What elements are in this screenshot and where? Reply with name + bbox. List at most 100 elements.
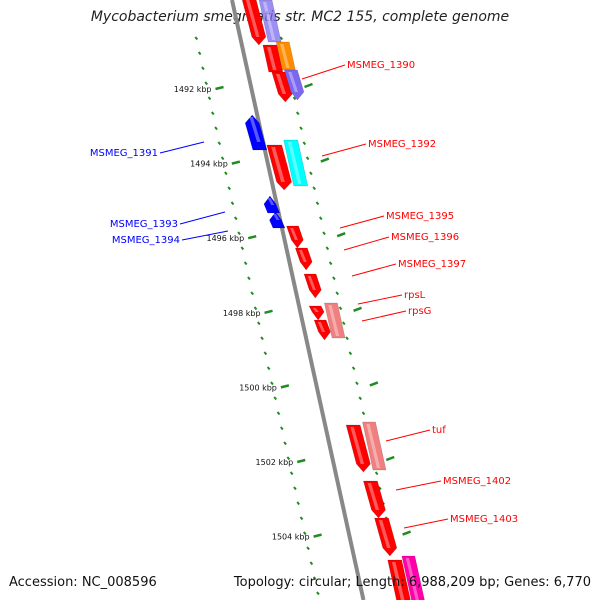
gene-highlight [328, 305, 340, 336]
minor-tick [299, 516, 304, 521]
gene-label-msmeg_1393[interactable]: MSMEG_1393 [110, 211, 226, 230]
gene-glyph[interactable] [313, 319, 331, 341]
minor-tick [351, 366, 356, 371]
minor-tick [224, 171, 228, 176]
minor-tick [295, 111, 300, 116]
gene-label-msmeg_1391[interactable]: MSMEG_1391 [90, 141, 205, 159]
minor-tick [273, 396, 277, 401]
major-tick [320, 157, 330, 163]
gene-name: MSMEG_1395 [386, 211, 454, 222]
gene-glyph[interactable] [363, 480, 386, 519]
gene-label-tuf[interactable]: tuf [385, 425, 446, 442]
kbp-label: 1492 kbp [174, 85, 212, 94]
gene-shape [363, 480, 386, 519]
gene-glyph[interactable] [303, 273, 322, 299]
major-tick [231, 160, 241, 165]
tick-layer: 1492 kbp 1494 kbp 1496 kbp 1498 kbp 1500 kbp… [174, 36, 412, 596]
minor-tick [197, 51, 202, 56]
kbp-label: 1496 kbp [206, 234, 244, 243]
gene-highlight [298, 250, 307, 262]
gene-shape [269, 211, 286, 229]
accession-text: Accession: NC_008596 [9, 575, 157, 590]
minor-tick [374, 471, 379, 476]
minor-tick [292, 96, 297, 101]
minor-tick [322, 231, 326, 236]
gene-highlight [267, 47, 277, 70]
gene-label-msmeg_1392[interactable]: MSMEG_1392 [321, 139, 436, 157]
minor-tick [240, 246, 245, 251]
gene-glyph[interactable] [241, 0, 267, 46]
minor-tick [204, 81, 208, 86]
gene-label-msmeg_1390[interactable]: MSMEG_1390 [301, 60, 415, 80]
gene-glyph[interactable] [401, 555, 427, 600]
gene-glyph[interactable] [345, 424, 371, 473]
gene-name: MSMEG_1402 [443, 476, 511, 487]
gene-glyph[interactable] [324, 302, 346, 339]
minor-tick [250, 291, 254, 296]
gene-highlight [275, 74, 287, 94]
label-leader-line [301, 64, 346, 80]
minor-tick [210, 111, 215, 116]
minor-tick [207, 96, 212, 101]
minor-tick [201, 66, 205, 71]
kbp-label: 1502 kbp [256, 458, 294, 467]
gene-highlight [391, 562, 405, 600]
gene-glyph[interactable] [262, 44, 284, 73]
gene-name: rpsL [404, 290, 426, 301]
minor-tick [355, 381, 359, 386]
minor-tick [338, 306, 343, 311]
gene-glyph[interactable] [266, 144, 292, 191]
gene-glyph[interactable] [283, 139, 309, 187]
gene-highlight [288, 72, 299, 92]
gene-glyph[interactable] [362, 421, 387, 471]
gene-label-rpsl[interactable]: rpsL [357, 290, 426, 305]
gene-shape [362, 421, 387, 471]
gene-glyph[interactable] [244, 114, 268, 151]
minor-tick [325, 246, 330, 251]
gene-label-msmeg_1397[interactable]: MSMEG_1397 [351, 259, 466, 277]
minor-tick [289, 471, 294, 476]
minor-tick [318, 216, 323, 221]
minor-tick [328, 261, 333, 266]
gene-label-msmeg_1396[interactable]: MSMEG_1396 [343, 232, 459, 251]
kbp-label: 1500 kbp [239, 383, 277, 392]
gene-glyph[interactable] [294, 247, 313, 271]
minor-tick [335, 291, 339, 296]
major-tick [369, 381, 379, 387]
gene-glyph[interactable] [387, 559, 413, 600]
gene-glyph[interactable] [286, 225, 304, 249]
gene-name: MSMEG_1396 [391, 232, 459, 243]
gene-name: MSMEG_1393 [110, 219, 178, 230]
gene-highlight [249, 117, 261, 142]
gene-glyph[interactable] [284, 69, 305, 101]
gene-shape [345, 424, 371, 473]
major-tick [296, 458, 306, 464]
gene-highlight [271, 147, 285, 182]
gene-highlight [262, 2, 276, 40]
minor-tick [279, 36, 284, 41]
minor-tick [260, 336, 264, 341]
gene-glyph[interactable] [308, 305, 325, 321]
label-leader-line [385, 429, 431, 442]
gene-label-rpsg[interactable]: rpsG [361, 306, 431, 322]
gene-glyph[interactable] [275, 41, 296, 71]
gene-glyph[interactable] [263, 195, 281, 214]
gene-label-msmeg_1395[interactable]: MSMEG_1395 [339, 211, 454, 229]
gene-shape [266, 144, 292, 191]
gene-shape [303, 273, 322, 299]
gene-label-msmeg_1403[interactable]: MSMEG_1403 [403, 514, 518, 529]
gene-shape [324, 302, 346, 339]
gene-highlight [317, 322, 326, 332]
gene-glyph[interactable] [269, 211, 286, 229]
gene-highlight [273, 214, 280, 220]
gene-name: MSMEG_1391 [90, 148, 158, 159]
kbp-label: 1498 kbp [223, 309, 261, 318]
minor-tick [299, 126, 303, 131]
gene-label-msmeg_1394[interactable]: MSMEG_1394 [112, 230, 229, 246]
gene-label-msmeg_1402[interactable]: MSMEG_1402 [395, 476, 511, 491]
gene-glyph[interactable] [374, 517, 398, 557]
minor-tick [306, 546, 310, 551]
gene-shape [286, 225, 304, 249]
minor-tick [361, 411, 366, 416]
gene-highlight [350, 427, 365, 464]
